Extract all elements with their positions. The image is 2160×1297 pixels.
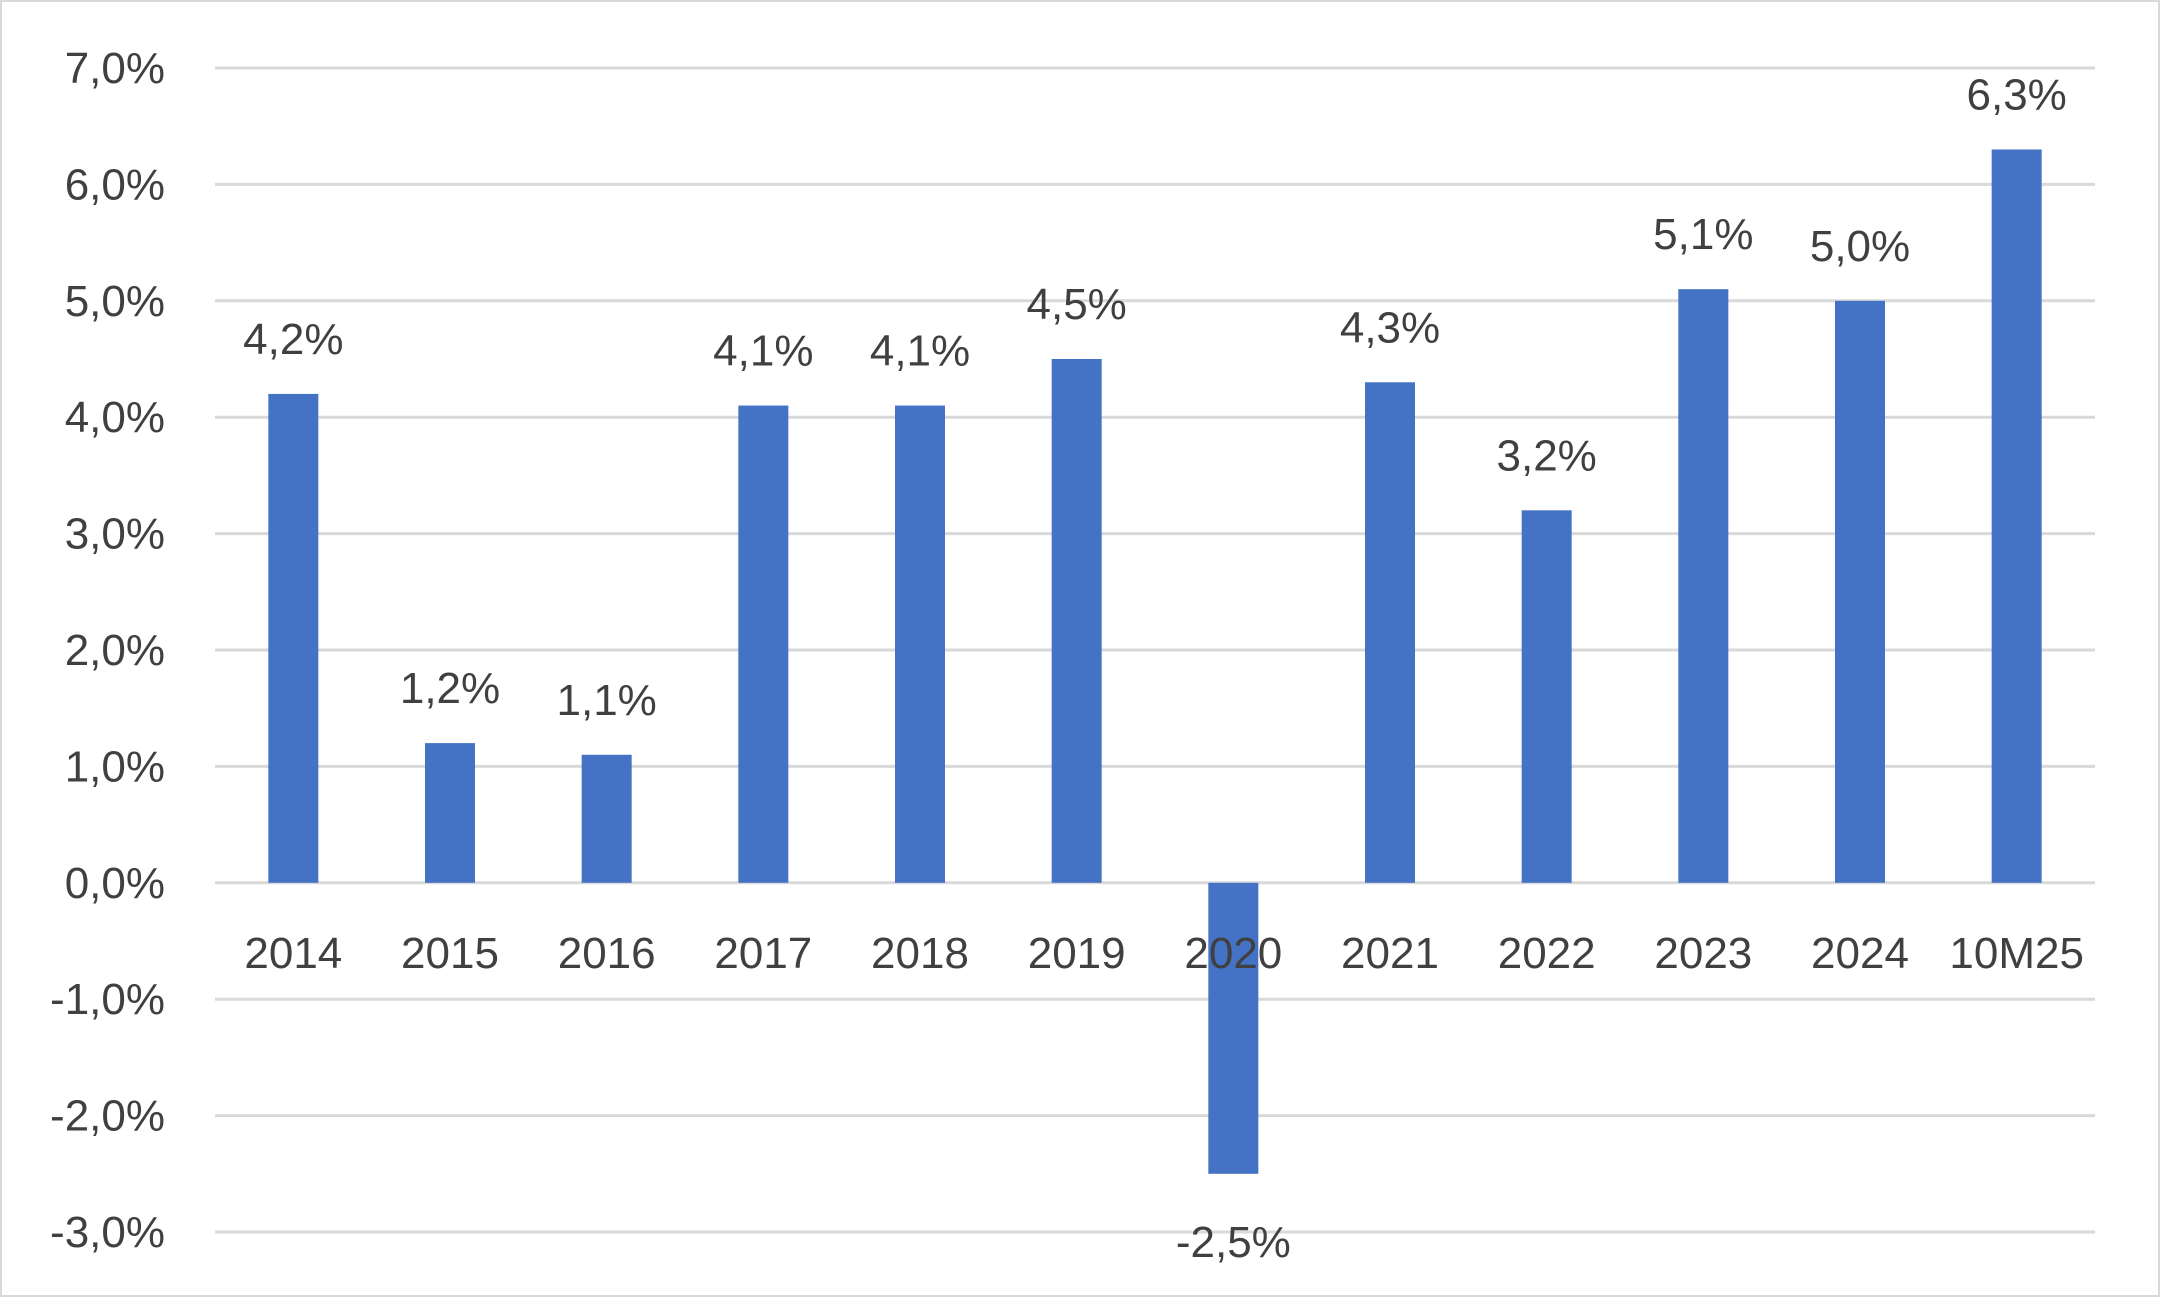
y-tick-label: 3,0% <box>65 510 165 559</box>
x-category-label: 2024 <box>1811 929 1909 978</box>
x-category-label: 2022 <box>1498 929 1596 978</box>
x-category-label: 2023 <box>1654 929 1752 978</box>
x-axis-category-labels: 2014 2015 2016 2017 2018 2019 2020 2021 2022 2023… <box>244 929 2084 978</box>
bar <box>268 393 319 883</box>
bar-data-label: 1,1% <box>557 676 657 725</box>
y-tick-label: 0,0% <box>65 859 165 908</box>
bar <box>1835 300 1885 883</box>
bar <box>425 743 475 883</box>
bar-data-label: 4,5% <box>1027 280 1127 329</box>
data-labels: 4,2% 1,2% 1,1% 4,1% 4,1% 4,5% -2,5% 4,3% 3,2% 5,1… <box>243 70 2067 1266</box>
y-tick-label: 7,0% <box>65 44 165 93</box>
bar <box>1521 510 1572 883</box>
bar <box>1365 382 1415 883</box>
x-category-label: 2019 <box>1028 929 1126 978</box>
x-category-label: 2020 <box>1184 929 1282 978</box>
bars <box>268 149 2042 1174</box>
x-category-label: 2021 <box>1341 929 1439 978</box>
y-tick-label: 4,0% <box>65 393 165 442</box>
y-tick-label: 1,0% <box>65 742 165 791</box>
bar-data-label: -2,5% <box>1176 1218 1291 1267</box>
x-category-label: 10M25 <box>1949 929 2084 978</box>
x-category-label: 2015 <box>401 929 499 978</box>
x-category-label: 2017 <box>714 929 812 978</box>
bar-data-label: 4,3% <box>1340 303 1440 352</box>
gridlines <box>215 66 2095 1234</box>
bar-data-label: 5,0% <box>1810 222 1910 271</box>
x-category-label: 2014 <box>244 929 342 978</box>
bar-data-label: 4,1% <box>713 327 813 376</box>
x-category-label: 2018 <box>871 929 969 978</box>
bar-data-label: 3,2% <box>1497 431 1597 480</box>
bar <box>1678 289 1729 883</box>
y-tick-label: -2,0% <box>50 1092 165 1141</box>
bar-data-label: 6,3% <box>1967 70 2067 119</box>
bar <box>895 405 945 883</box>
bar-data-label: 4,2% <box>243 315 343 364</box>
x-category-label: 2016 <box>558 929 656 978</box>
bar-data-label: 5,1% <box>1653 210 1753 259</box>
y-tick-label: 2,0% <box>65 626 165 675</box>
y-tick-label: -3,0% <box>50 1208 165 1257</box>
bar-data-label: 4,1% <box>870 327 970 376</box>
bar <box>1051 359 1102 883</box>
y-axis-tick-labels: 7,0% 6,0% 5,0% 4,0% 3,0% 2,0% 1,0% 0,0% -1,0% -2,… <box>50 44 165 1257</box>
y-tick-label: 5,0% <box>65 277 165 326</box>
bar <box>1991 149 2042 883</box>
y-tick-label: -1,0% <box>50 975 165 1024</box>
bar-data-label: 1,2% <box>400 664 500 713</box>
bar <box>738 405 789 883</box>
bar <box>581 754 632 883</box>
bar <box>1208 882 1259 1174</box>
y-tick-label: 6,0% <box>65 160 165 209</box>
